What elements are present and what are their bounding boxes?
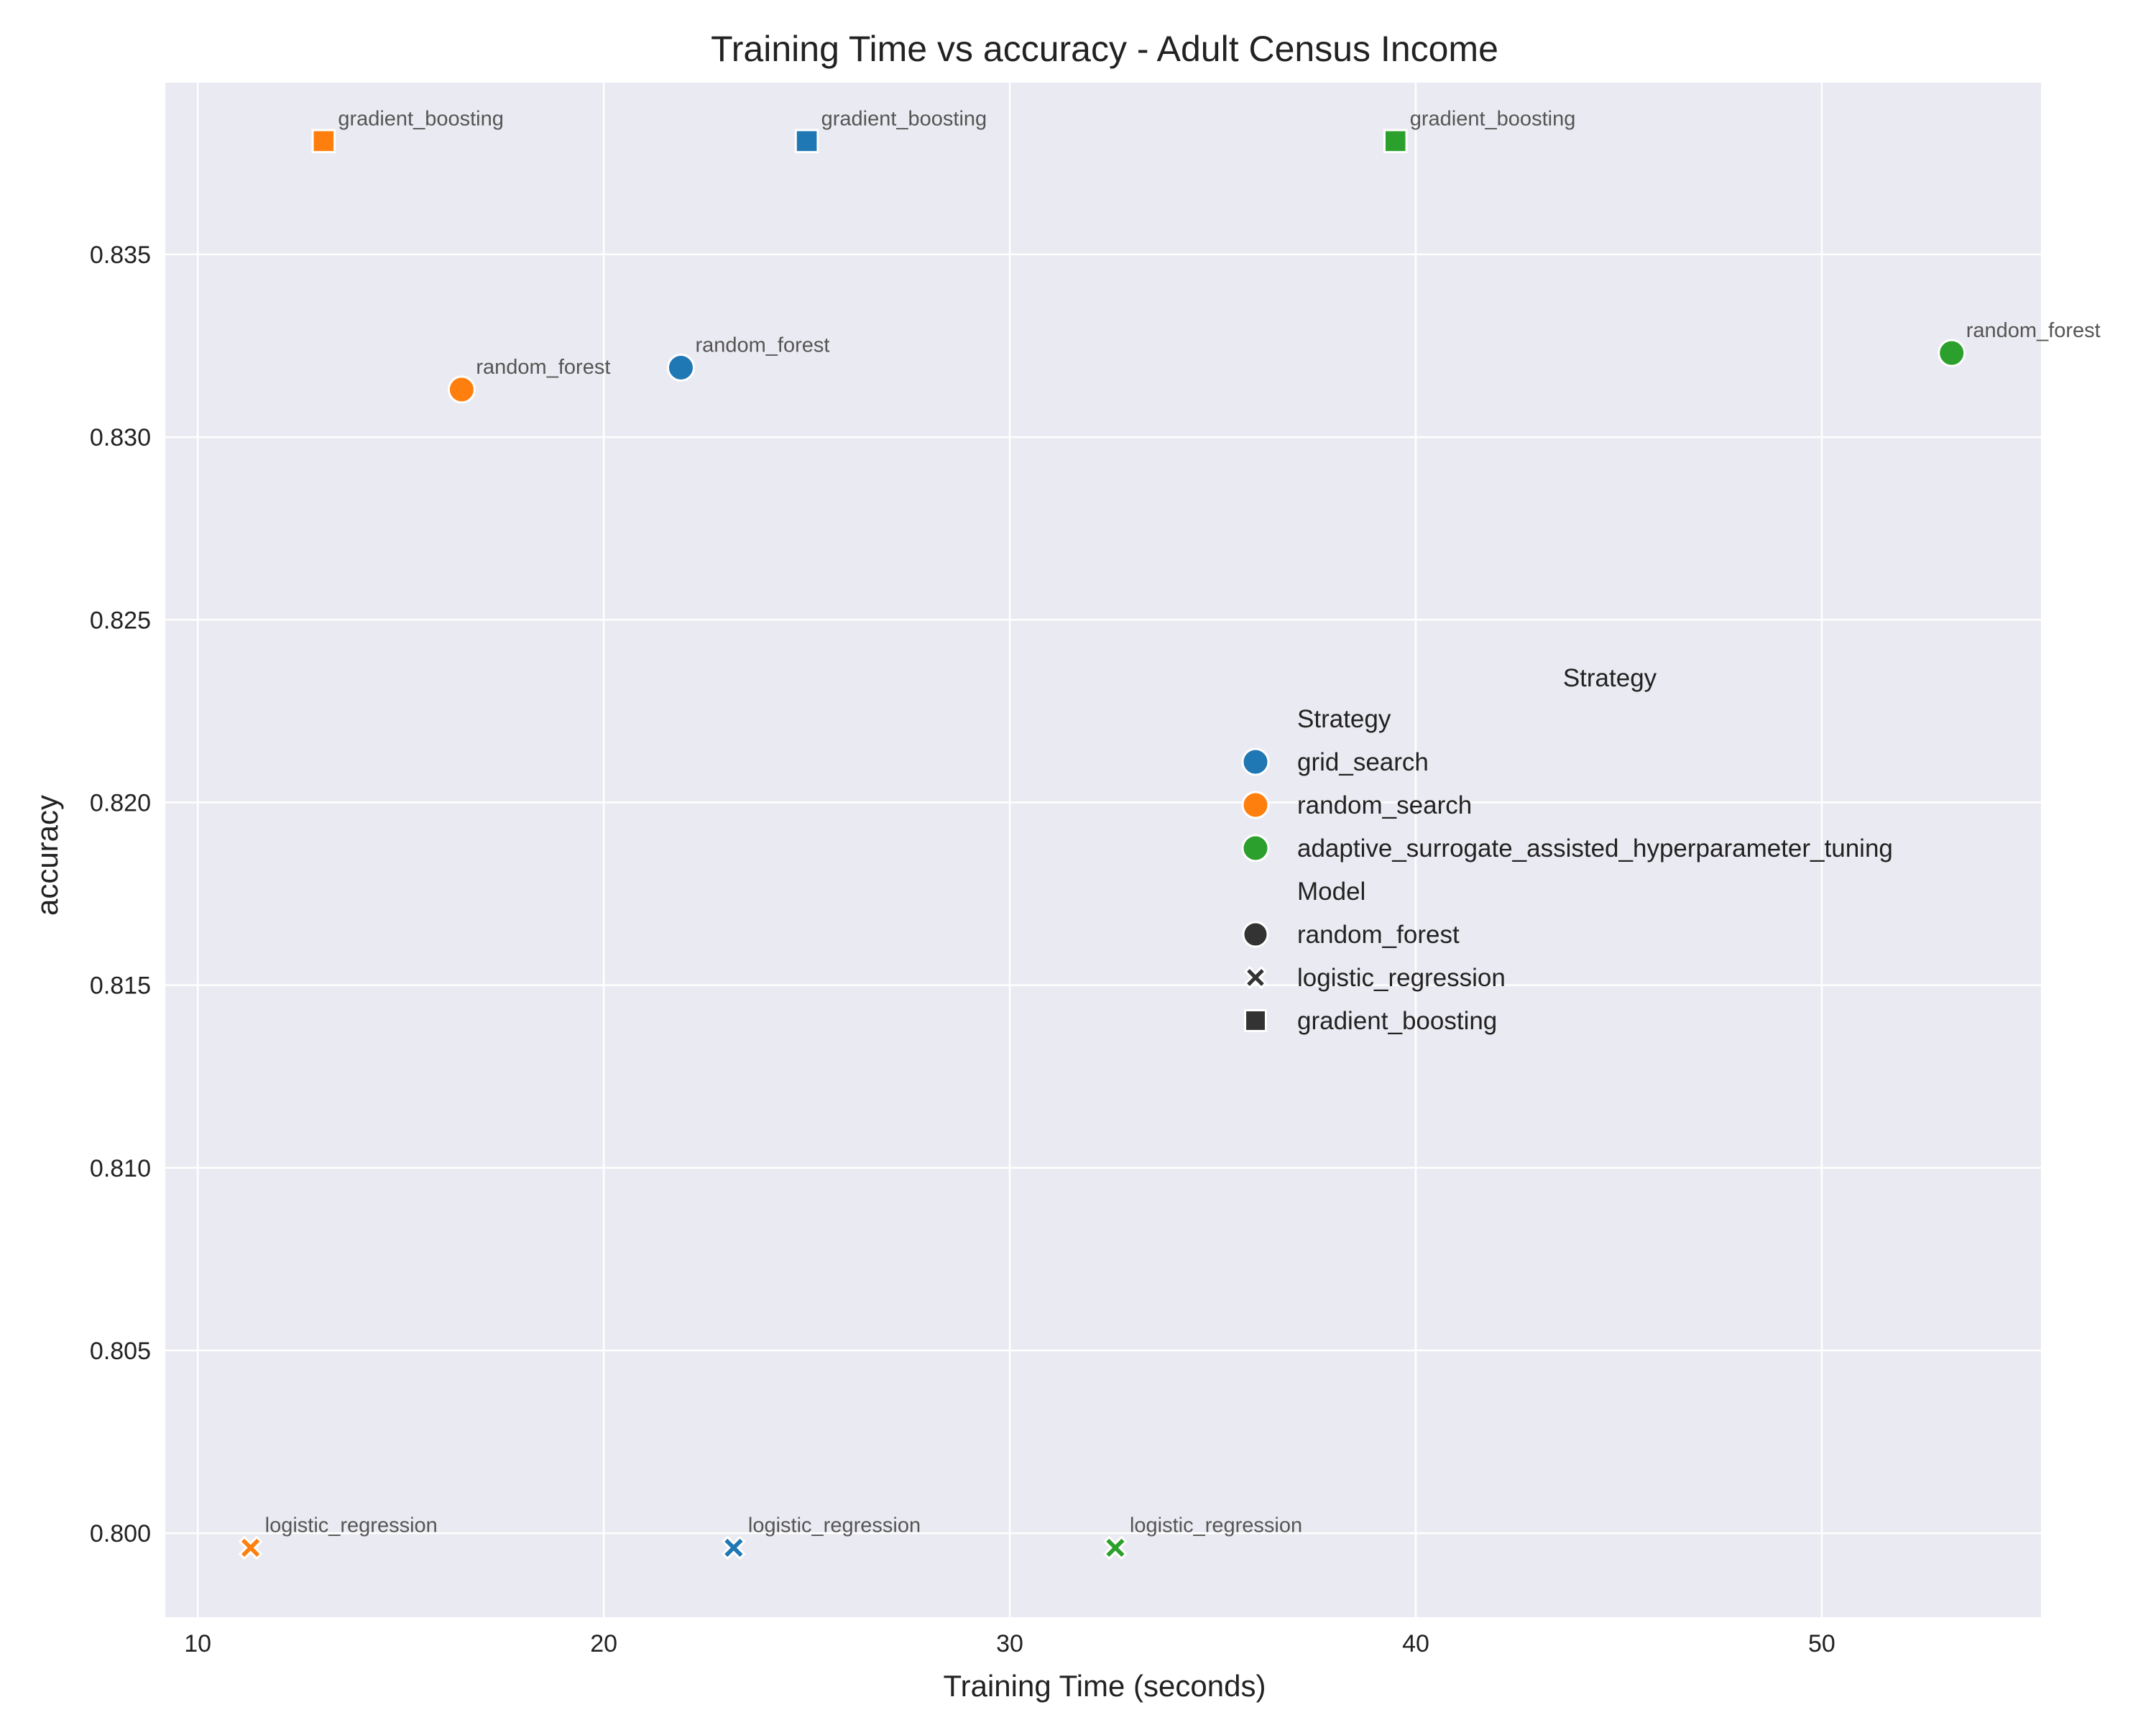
point-grid-search-gradient-boosting [794, 129, 819, 154]
legend-entry[interactable]: random_forest [1297, 921, 1460, 949]
legend-marker [1241, 834, 1270, 862]
gridlines [165, 83, 2041, 1617]
y-tick-label: 0.805 [90, 1338, 151, 1365]
y-tick-label: 0.830 [90, 424, 151, 451]
point-label: logistic_regression [265, 1514, 438, 1537]
point-label: gradient_boosting [1410, 107, 1576, 130]
x-tick-label: 20 [590, 1630, 617, 1657]
point-label: logistic_regression [748, 1514, 921, 1537]
data-points [238, 129, 1966, 1560]
y-axis-label: accuracy [30, 795, 64, 916]
legend-entry[interactable]: grid_search [1297, 748, 1429, 776]
point-labels: random_forest logistic_regression gradient… [265, 107, 2101, 1537]
legend-marker [1241, 748, 1270, 776]
x-tick-label: 40 [1402, 1630, 1429, 1657]
y-tick-label: 0.810 [90, 1155, 151, 1182]
legend[interactable]: Strategy Strategy grid_search random_search… [1241, 664, 1893, 1035]
point-adaptive-surrogate-assisted-hyperparameter-tuning-logistic-regression [1103, 1535, 1128, 1560]
legend-marker [1243, 965, 1268, 990]
legend-marker [1241, 791, 1270, 819]
point-label: logistic_regression [1130, 1514, 1302, 1537]
legend-section-title: Strategy [1297, 705, 1391, 733]
legend-title: Strategy [1563, 664, 1657, 692]
x-tick-label: 10 [184, 1630, 211, 1657]
legend-entry[interactable]: random_search [1297, 791, 1472, 819]
legend-entry[interactable]: logistic_regression [1297, 964, 1506, 992]
point-label: random_forest [695, 334, 829, 357]
point-label: random_forest [1966, 319, 2101, 342]
point-random-search-logistic-regression [238, 1535, 263, 1560]
point-grid-search-random-forest [666, 354, 695, 382]
legend-section-title: Model [1297, 878, 1365, 906]
y-axis-ticks: 0.800 0.805 0.810 0.815 0.820 0.825 0.830 0.835 [90, 242, 151, 1547]
y-tick-label: 0.820 [90, 789, 151, 816]
x-tick-label: 50 [1808, 1630, 1835, 1657]
y-tick-label: 0.800 [90, 1520, 151, 1547]
y-tick-label: 0.815 [90, 972, 151, 1000]
x-axis-label: Training Time (seconds) [944, 1669, 1266, 1703]
legend-marker [1242, 921, 1269, 948]
chart-title: Training Time vs accuracy - Adult Census… [711, 29, 1498, 69]
point-random-search-random-forest [447, 375, 476, 404]
point-grid-search-logistic-regression [722, 1535, 746, 1560]
plot-area [165, 83, 2041, 1617]
point-adaptive-surrogate-assisted-hyperparameter-tuning-gradient-boosting [1383, 129, 1408, 154]
legend-entry[interactable]: adaptive_surrogate_assisted_hyperparamet… [1297, 834, 1893, 862]
point-adaptive-surrogate-assisted-hyperparameter-tuning-random-forest [1938, 339, 1966, 367]
legend-entry[interactable]: gradient_boosting [1297, 1007, 1497, 1035]
plot-background [165, 83, 2041, 1617]
point-random-search-gradient-boosting [311, 129, 336, 154]
y-tick-label: 0.835 [90, 242, 151, 269]
y-tick-label: 0.825 [90, 607, 151, 634]
x-axis-ticks: 10 20 30 40 50 [184, 1630, 1835, 1657]
point-label: gradient_boosting [821, 107, 987, 130]
point-label: random_forest [476, 356, 610, 379]
x-tick-label: 30 [996, 1630, 1023, 1657]
legend-marker [1244, 1009, 1267, 1032]
point-label: gradient_boosting [338, 107, 504, 130]
